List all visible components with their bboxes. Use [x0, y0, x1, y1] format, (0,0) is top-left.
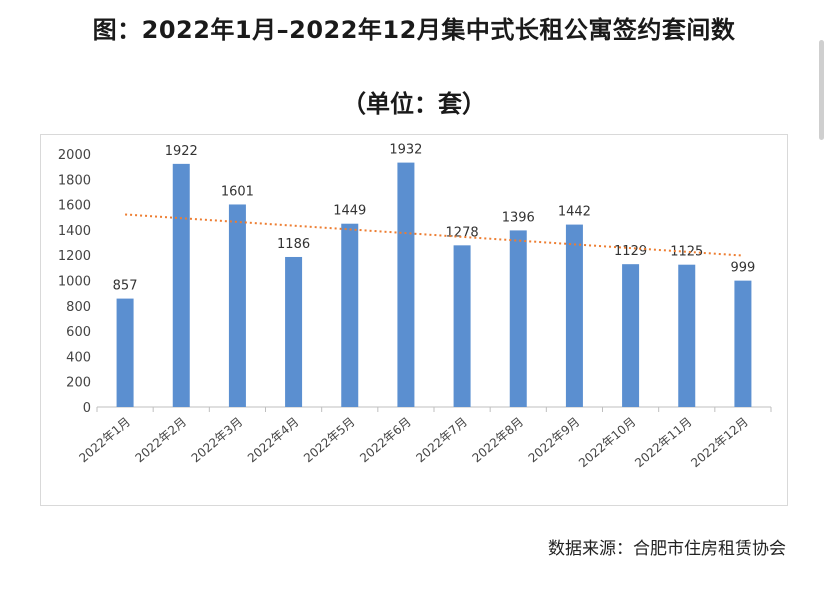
x-tick-label: 2022年6月 [357, 415, 414, 466]
x-tick-label: 2022年3月 [189, 415, 246, 466]
bar [116, 298, 134, 407]
data-label: 1922 [165, 144, 198, 159]
x-tick-label: 2022年4月 [245, 415, 302, 466]
y-tick-label: 2000 [58, 148, 91, 163]
y-tick-label: 1400 [58, 224, 91, 239]
y-tick-label: 1000 [58, 275, 91, 290]
y-tick-label: 200 [66, 376, 91, 391]
bar [341, 223, 359, 407]
data-label: 1396 [502, 210, 535, 225]
x-tick-label: 2022年11月 [632, 415, 694, 471]
bar [228, 204, 246, 407]
data-label: 1125 [670, 245, 703, 260]
y-tick-label: 1600 [58, 199, 91, 214]
bar [172, 163, 190, 407]
x-tick-label: 2022年1月 [76, 415, 133, 466]
x-tick-label: 2022年10月 [576, 415, 638, 471]
y-tick-label: 1200 [58, 249, 91, 264]
y-tick-label: 800 [66, 300, 91, 315]
bar [397, 162, 415, 407]
data-label: 1442 [558, 205, 591, 220]
bar [678, 264, 696, 407]
y-tick-label: 600 [66, 325, 91, 340]
trend-line [125, 213, 743, 257]
x-tick-label: 2022年8月 [470, 415, 527, 466]
data-label: 1449 [333, 204, 366, 219]
data-label: 857 [113, 279, 138, 294]
bar [622, 264, 640, 407]
chart-title: 图：2022年1月–2022年12月集中式长租公寓签约套间数 [92, 16, 736, 44]
x-tick-label: 2022年7月 [413, 415, 470, 466]
x-tick-label: 2022年9月 [526, 415, 583, 466]
bar [453, 245, 471, 407]
scrollbar[interactable] [819, 40, 824, 140]
bar [285, 256, 303, 407]
bar [734, 280, 752, 407]
y-tick-label: 400 [66, 350, 91, 365]
x-tick-label: 2022年12月 [688, 415, 750, 471]
data-label: 1601 [221, 184, 254, 199]
y-tick-label: 1800 [58, 173, 91, 188]
data-label: 1186 [277, 237, 310, 252]
chart-frame: 0 200 400 600 800 1000 1200 1400 1600 1800 2000 857… [40, 134, 788, 506]
data-label: 999 [731, 261, 756, 276]
y-tick-label: 0 [83, 401, 91, 416]
bar-chart: 0 200 400 600 800 1000 1200 1400 1600 1800 2000 857… [58, 143, 772, 471]
data-source-note: 数据来源：合肥市住房租赁协会 [548, 539, 786, 559]
bar [509, 230, 527, 407]
x-tick-label: 2022年5月 [301, 415, 358, 466]
data-label: 1932 [389, 143, 422, 158]
data-label: 1129 [614, 244, 647, 259]
bar [565, 224, 583, 407]
x-tick-label: 2022年2月 [133, 415, 190, 466]
chart-subtitle: （单位：套） [342, 90, 486, 118]
data-label: 1278 [446, 225, 479, 240]
